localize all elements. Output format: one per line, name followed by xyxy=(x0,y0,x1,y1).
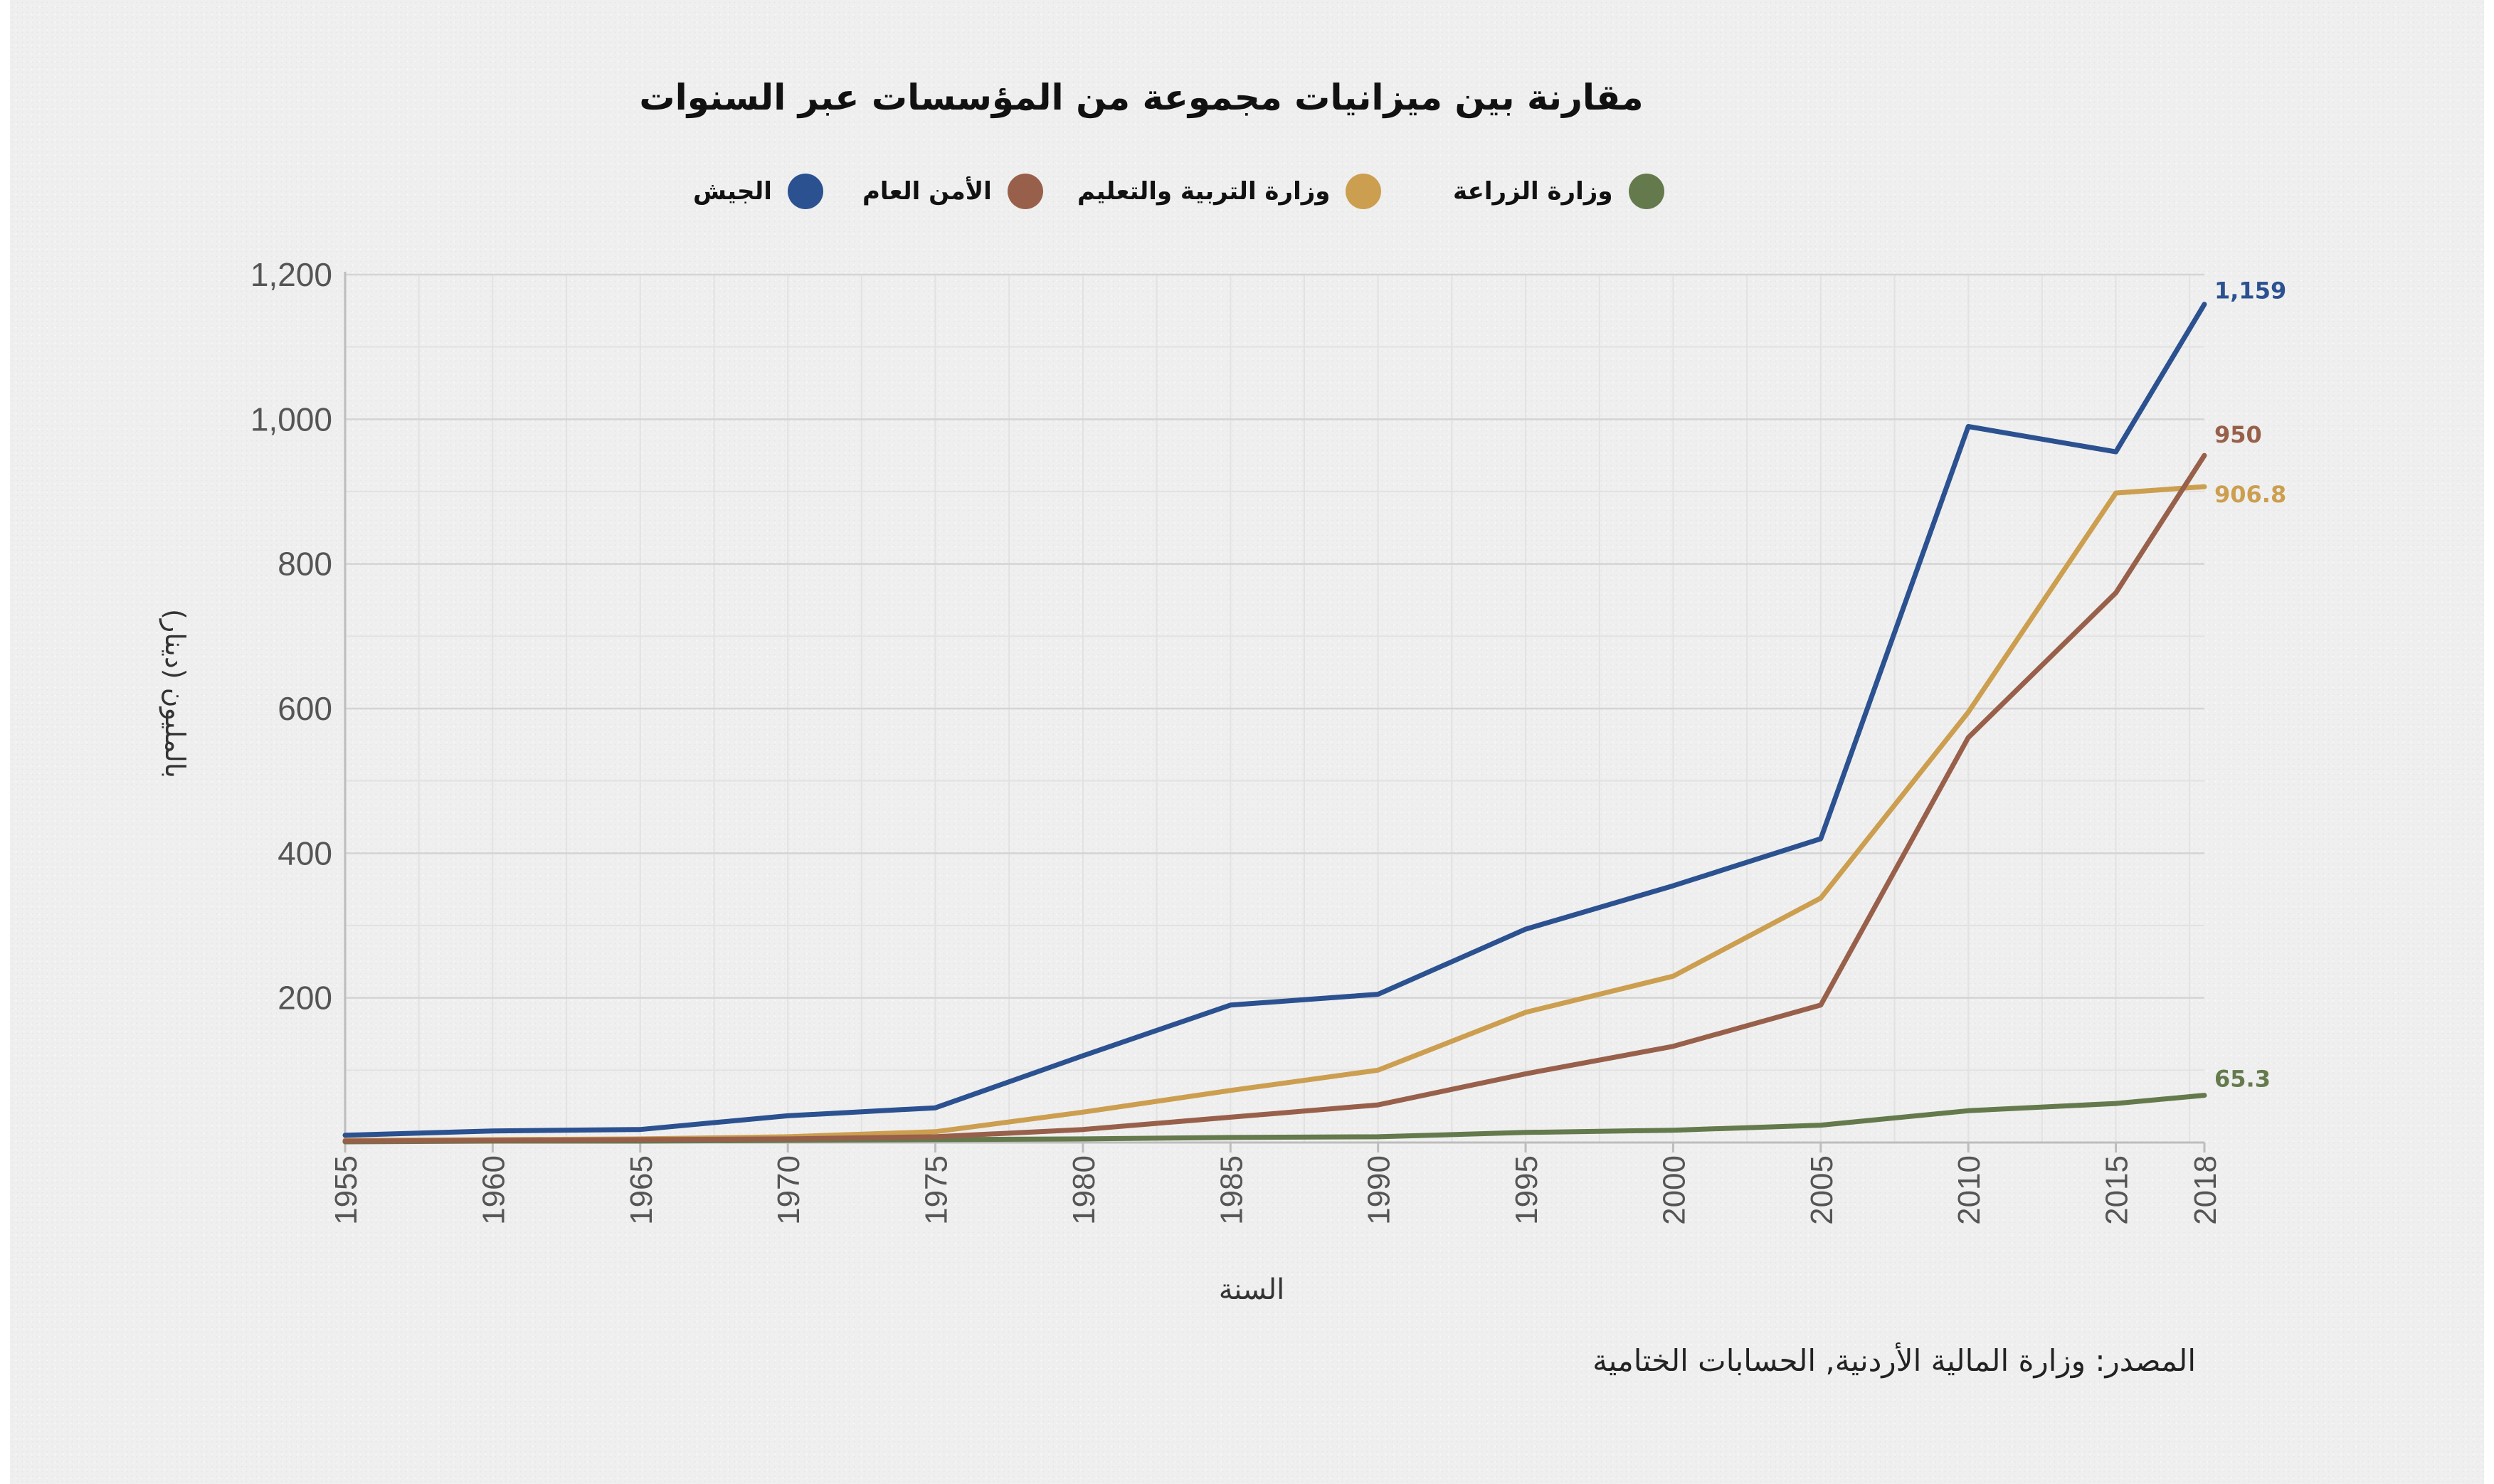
x-tick-label: 1965 xyxy=(624,1155,659,1225)
x-axis-title: السنة xyxy=(1218,1273,1285,1306)
x-tick-label: 1995 xyxy=(1509,1155,1544,1225)
x-tick-label: 2018 xyxy=(2188,1155,2223,1225)
x-tick-label: 2005 xyxy=(1805,1155,1839,1225)
x-tick-label: 2015 xyxy=(2100,1155,2135,1225)
series-end-label-3: 65.3 xyxy=(2214,1066,2271,1093)
legend-label-public-security: الأمن العام xyxy=(862,177,992,206)
legend-label-army: الجيش xyxy=(693,177,772,206)
x-tick-label: 2010 xyxy=(1952,1155,1987,1225)
series-end-label-2: 906.8 xyxy=(2214,481,2286,508)
legend-item-army[interactable]: الجيش xyxy=(693,172,823,211)
x-tick-label: 1955 xyxy=(329,1155,364,1225)
legend-swatch-public-security xyxy=(1007,174,1043,209)
y-tick-label: 1,200 xyxy=(250,256,332,293)
series-line-3 xyxy=(342,1093,2207,1145)
legend-item-public-security[interactable]: الأمن العام xyxy=(862,172,1043,211)
x-tick-label: 2000 xyxy=(1656,1155,1691,1225)
source-note: المصدر: وزارة المالية الأردنية, الحسابات… xyxy=(1592,1343,2196,1378)
y-tick-label: 800 xyxy=(278,546,332,583)
x-tick-label: 1990 xyxy=(1362,1155,1397,1225)
chart-title: مقارنة بين ميزانيات مجموعة من المؤسسات ع… xyxy=(639,77,1644,118)
series-line-0 xyxy=(342,302,2207,1138)
series-end-label-1: 950 xyxy=(2214,421,2262,448)
x-tick-label: 1980 xyxy=(1067,1155,1101,1225)
y-tick-label: 200 xyxy=(278,980,332,1017)
legend-item-education[interactable]: وزارة التربية والتعليم xyxy=(1077,172,1382,211)
x-tick-label: 1960 xyxy=(476,1155,511,1225)
series-end-label-0: 1,159 xyxy=(2214,277,2286,304)
line-chart-plot: 200 400 600 800 1,000 1,200 1955 1960 1965 1970 19… xyxy=(250,256,2286,1225)
y-tick-label: 400 xyxy=(278,834,332,871)
y-tick-label: 1,000 xyxy=(250,401,332,438)
legend-swatch-army xyxy=(787,174,823,209)
legend-swatch-agriculture xyxy=(1628,174,1664,209)
legend-item-agriculture[interactable]: وزارة الزراعة xyxy=(1453,172,1664,211)
legend-swatch-education xyxy=(1346,174,1382,209)
legend-label-education: وزارة التربية والتعليم xyxy=(1077,177,1331,206)
x-tick-label: 1975 xyxy=(919,1155,954,1225)
x-tick-label: 1985 xyxy=(1214,1155,1249,1225)
legend-label-agriculture: وزارة الزراعة xyxy=(1453,177,1613,206)
x-tick-label: 1970 xyxy=(771,1155,806,1225)
series-line-1 xyxy=(342,452,2207,1144)
chart-page: مقارنة بين ميزانيات مجموعة من المؤسسات ع… xyxy=(10,0,2484,1484)
y-tick-label: 600 xyxy=(278,690,332,727)
